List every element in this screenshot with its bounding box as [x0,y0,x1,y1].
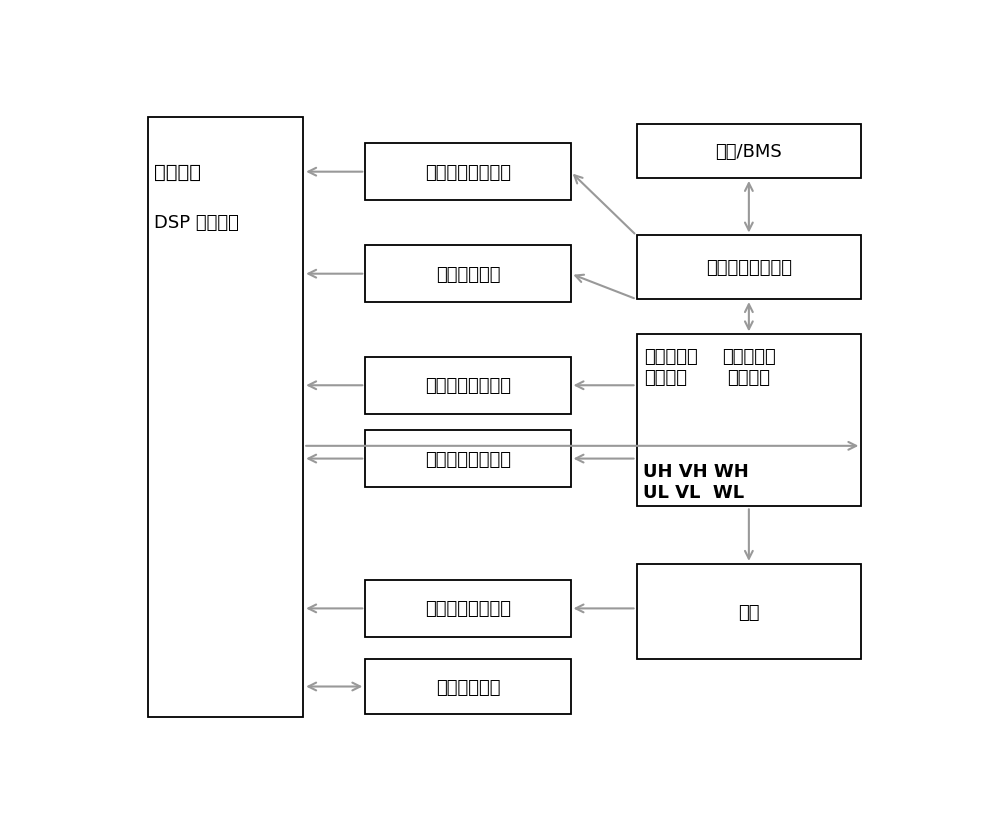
Text: 电池/BMS: 电池/BMS [716,143,782,160]
Text: 电机: 电机 [738,603,760,621]
Text: DSP 运算模块: DSP 运算模块 [154,214,239,232]
Bar [637,564,861,660]
Bar [637,237,861,300]
Bar [637,125,861,179]
Bar [148,118,303,717]
Bar [365,246,571,303]
Text: 电容稳压滤波模块: 电容稳压滤波模块 [706,259,792,277]
Bar [365,580,571,638]
Text: 三相逆变桥
功率模块: 三相逆变桥 功率模块 [644,347,698,386]
Bar [637,335,861,507]
Text: 相线电流检测模块: 相线电流检测模块 [425,450,511,468]
Text: 母线电流检测模块: 母线电流检测模块 [425,377,511,394]
Bar [365,144,571,201]
Text: 母线电压检测模块: 母线电压检测模块 [425,164,511,181]
Bar [365,660,571,714]
Text: 温度检测模块: 温度检测模块 [436,265,500,284]
Text: 霍尔信号处理模块: 霍尔信号处理模块 [425,600,511,618]
Text: 电控系统: 电控系统 [154,163,201,182]
Text: 三相逆变桥
功率模块: 三相逆变桥 功率模块 [722,347,776,386]
Bar [365,430,571,488]
Bar [365,357,571,414]
Text: UH VH WH
UL VL  WL: UH VH WH UL VL WL [643,462,748,501]
Text: 抱闸控制模块: 抱闸控制模块 [436,677,500,696]
